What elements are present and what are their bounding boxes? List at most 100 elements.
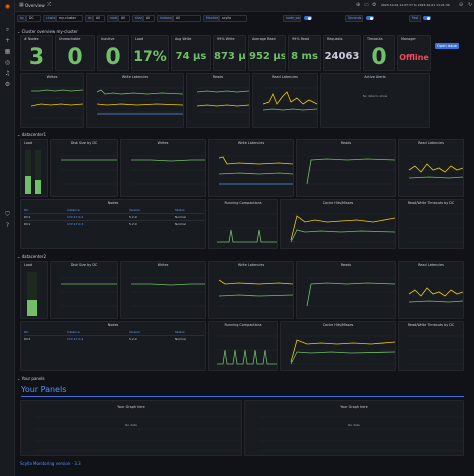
row-cluster-overview[interactable]: ⌄ Cluster overview my-cluster xyxy=(17,29,78,34)
toggle-node-sorted[interactable] xyxy=(304,16,312,20)
panel-title: Load xyxy=(24,141,33,145)
panel-cluster-write-latencies: Write Latencies xyxy=(86,73,184,128)
dc1-writes-graph xyxy=(131,155,205,185)
panel-dc1-reads: Reads xyxy=(296,139,396,197)
stat-value: 3 xyxy=(28,45,45,70)
stat-title: Timeouts xyxy=(367,37,383,41)
heading-divider xyxy=(21,396,464,397)
zoom-out-icon[interactable]: ⊖ xyxy=(459,2,464,8)
time-range-picker[interactable]: 2023-10-01 11:07:37 to 2023-10-01 11:21:… xyxy=(381,3,450,7)
stat-panel-average-read: Average Read 952 μs xyxy=(248,35,286,71)
load-bar-gauge xyxy=(25,150,41,194)
plus-icon[interactable]: + xyxy=(4,37,11,44)
toggle-label-fast: Fast xyxy=(409,15,421,22)
var-select-node[interactable]: All xyxy=(118,15,130,22)
search-icon[interactable]: ⌕ xyxy=(5,26,10,33)
var-select-monitor[interactable]: scylla xyxy=(219,15,247,22)
panel-dc2-disk: Disk Size by DC xyxy=(50,261,118,319)
footer-version: Scylla Monitoring version - 3.3 xyxy=(20,461,81,466)
graph-nodata: No data xyxy=(125,423,137,427)
cell-instance[interactable]: 172.17.0.2 xyxy=(67,215,84,219)
panel-dc1-nodes: Nodes DC Instance Version Status DC1 172… xyxy=(20,199,206,249)
toggle-fast[interactable] xyxy=(423,16,431,20)
stat-value: 74 μs xyxy=(175,51,207,62)
stat-panel-99-read: 99% Read 8 ms xyxy=(288,35,321,71)
stat-title: Unreachable xyxy=(59,37,81,41)
save-icon[interactable]: ▭ xyxy=(364,2,369,8)
stat-value: 17% xyxy=(133,49,167,65)
cell-instance[interactable]: 172.17.0.3 xyxy=(67,222,84,226)
row-dc1-title: datacenter1 xyxy=(21,132,47,137)
var-select-instance[interactable]: All xyxy=(173,15,201,22)
row-dc2-title: datacenter2 xyxy=(21,254,47,259)
stat-value: 24063 xyxy=(324,51,360,62)
panel-dc2-cache: Cache Hits/Misses xyxy=(280,321,396,371)
var-select-shard[interactable]: All xyxy=(143,15,155,22)
panel-title: Read Latencies xyxy=(272,75,298,79)
col-version[interactable]: Version xyxy=(129,330,141,334)
open-issue-button[interactable]: Open issue xyxy=(435,43,459,49)
panel-your-graph-left: Your Graph here No data xyxy=(20,400,242,456)
panel-title: Read Latencies xyxy=(418,141,444,145)
var-select-dc[interactable]: All xyxy=(93,15,105,22)
col-status[interactable]: Status xyxy=(175,208,185,212)
settings-icon[interactable]: ⚙ xyxy=(372,2,377,8)
add-panel-icon[interactable]: ⊕ xyxy=(356,2,361,8)
panel-dc1-load: Load xyxy=(20,139,48,197)
dc1-read-lat-graph xyxy=(408,155,463,185)
row-your-panels[interactable]: ⌄ Your panels xyxy=(17,376,45,381)
dc1-reads-graph xyxy=(306,155,395,185)
panel-dc2-reads: Reads xyxy=(296,261,396,319)
col-dc[interactable]: DC xyxy=(24,208,29,212)
load-bar-gauge xyxy=(27,272,37,316)
share-icon[interactable]: ⤮ xyxy=(47,2,52,8)
toggle-seconds[interactable] xyxy=(366,16,374,20)
panel-title: Write Latencies xyxy=(237,141,265,145)
rw-timeouts-graph xyxy=(407,213,463,243)
cell-instance[interactable]: 172.17.0.4 xyxy=(67,337,84,341)
var-select-by[interactable]: DC xyxy=(26,15,41,22)
stat-value: 8 ms xyxy=(291,51,318,62)
dashboard-grid-icon: ▦ xyxy=(19,2,24,8)
stat-panel-avg-write: Avg Write 74 μs xyxy=(171,35,211,71)
help-icon[interactable]: ? xyxy=(5,222,10,229)
shield-icon[interactable]: ⛉ xyxy=(5,211,10,218)
row-your-panels-title: Your panels xyxy=(21,376,45,381)
col-status[interactable]: Status xyxy=(175,330,185,334)
explore-icon[interactable]: ◎ xyxy=(4,59,11,66)
var-select-cluster[interactable]: my-cluster xyxy=(56,15,83,22)
panel-title: Read/Write Timeouts by DC xyxy=(407,323,455,327)
dashboard-title[interactable]: Overview xyxy=(25,3,45,8)
table-row xyxy=(24,213,204,214)
panel-cluster-reads: Reads xyxy=(186,73,250,128)
refresh-icon[interactable]: ↻ xyxy=(468,2,473,8)
col-dc[interactable]: DC xyxy=(24,330,29,334)
panel-dc2-compactions: Running Compactions xyxy=(208,321,278,371)
col-version[interactable]: Version xyxy=(129,208,141,212)
panel-title: Your Graph here xyxy=(340,405,368,409)
compactions-graph xyxy=(217,335,277,365)
your-graph-right-grid xyxy=(259,416,463,452)
panel-title: Writes xyxy=(46,75,58,79)
dashboards-icon[interactable]: ▦ xyxy=(4,48,11,55)
col-instance[interactable]: Instance xyxy=(67,208,80,212)
stat-panel-unreachable: Unreachable 0 xyxy=(55,35,95,71)
writes-graph xyxy=(30,87,83,119)
panel-dc2-read-latencies: Read Latencies xyxy=(398,261,464,319)
stat-panel-requests: Requests 24063 xyxy=(323,35,361,71)
grafana-logo-icon[interactable]: ◉ xyxy=(4,3,11,10)
panel-title: Cache Hits/Misses xyxy=(322,323,354,327)
col-instance[interactable]: Instance xyxy=(67,330,80,334)
row-datacenter1[interactable]: ⌄ datacenter1 xyxy=(17,132,47,137)
cell-version: 5.2.9 xyxy=(129,215,137,219)
panel-dc1-writes: Writes xyxy=(120,139,206,197)
table-row xyxy=(24,220,204,221)
var-label-by: by xyxy=(17,15,26,22)
row-datacenter2[interactable]: ⌄ datacenter2 xyxy=(17,254,47,259)
cell-status: Normal xyxy=(175,222,186,226)
panel-dc2-load: Load xyxy=(20,261,48,319)
gear-icon[interactable]: ⚙ xyxy=(4,81,11,88)
stat-panel-inactive: Inactive 0 xyxy=(97,35,129,71)
cell-status: Normal xyxy=(175,215,186,219)
alert-icon[interactable]: ♫ xyxy=(4,70,11,77)
